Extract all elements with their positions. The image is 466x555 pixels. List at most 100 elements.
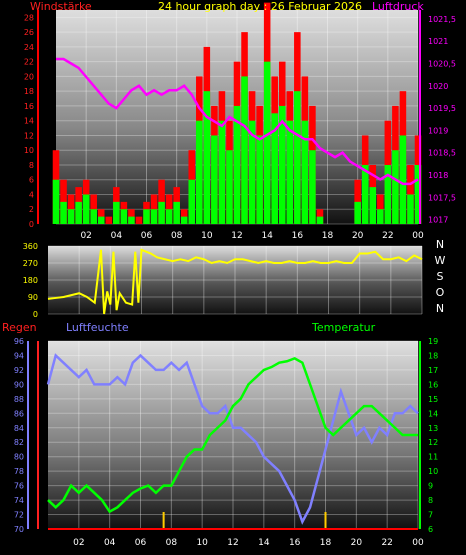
temperature-tick-label: 19 <box>428 337 438 346</box>
wind-tick-label: 22 <box>24 58 34 67</box>
left-axis-label: Windstärke <box>30 0 92 13</box>
humidity-tick-label: 82 <box>14 438 24 447</box>
pressure-tick-label: 1019,5 <box>428 104 456 113</box>
humidity-temperature-panel: 02 04 06 08 10 12 14 16 18 20 22 007072747678808284… <box>2 321 438 548</box>
humidity-tick-label: 96 <box>14 337 24 346</box>
wind-bar <box>188 179 196 224</box>
wind-bar <box>354 201 361 224</box>
panel-1-x-tick: 16 <box>292 231 304 241</box>
pressure-tick-label: 1020,5 <box>428 60 456 69</box>
direction-tick-label: 0 <box>33 310 38 319</box>
pressure-tick-label: 1021,5 <box>428 15 456 24</box>
panel-3-x-tick: 16 <box>289 538 301 548</box>
panel-3-x-tick: 22 <box>381 538 392 548</box>
compass-label: O <box>436 286 445 299</box>
wind-bar <box>90 209 97 224</box>
pressure-tick-label: 1019 <box>428 126 448 135</box>
temperature-tick-label: 8 <box>428 496 433 505</box>
pressure-tick-label: 1018 <box>428 171 448 180</box>
gust-bar <box>354 179 361 224</box>
panel-1-x-tick: 10 <box>201 231 213 241</box>
pressure-tick-label: 1018,5 <box>428 149 456 158</box>
wind-bar <box>271 113 278 224</box>
panel-2-grid <box>48 245 423 315</box>
wind-bar <box>301 120 309 224</box>
wind-tick-label: 16 <box>24 102 34 111</box>
humidity-tick-label: 94 <box>14 351 24 360</box>
wind-bar <box>173 201 180 224</box>
temperature-tick-label: 12 <box>428 438 438 447</box>
humidity-tick-label: 84 <box>14 424 24 433</box>
wind-bar <box>316 216 324 224</box>
humidity-tick-label: 92 <box>14 366 24 375</box>
wind-bar <box>294 91 301 224</box>
panel-1-x-tick: 20 <box>352 231 364 241</box>
wind-bar <box>67 209 75 224</box>
temperature-tick-label: 17 <box>428 366 438 375</box>
wind-bar <box>384 164 392 224</box>
wind-tick-label: 4 <box>29 190 34 199</box>
pressure-line <box>56 57 419 186</box>
wind-bar <box>52 179 60 224</box>
wind-bar <box>158 201 165 224</box>
temperature-tick-label: 11 <box>428 453 438 462</box>
wind-tick-label: 20 <box>24 72 34 81</box>
humidity-tick-label: 88 <box>14 395 24 404</box>
panel-3-axes: 02 04 06 08 10 12 14 16 18 20 22 007072747678808284… <box>14 337 438 548</box>
direction-tick-label: 360 <box>23 242 38 251</box>
right-axis-label: Luftdruck <box>372 0 424 13</box>
panel-1-x-tick: 02 <box>80 231 91 241</box>
wind-bar <box>414 164 422 224</box>
pressure-tick-label: 1021 <box>428 37 448 46</box>
wind-bar <box>286 120 294 224</box>
wind-bar <box>407 194 414 224</box>
panel-1-axes: 02 04 06 08 10 12 14 16 18 20 22 000246810121416182… <box>24 10 456 241</box>
humidity-tick-label: 76 <box>14 482 24 491</box>
wind-direction-line <box>47 248 423 315</box>
temperature-tick-label: 14 <box>428 409 438 418</box>
panel-3-x-tick: 04 <box>104 538 116 548</box>
temperature-line <box>47 356 418 514</box>
wind-bar <box>203 91 211 224</box>
humidity-tick-label: 74 <box>14 496 24 505</box>
temperature-tick-label: 13 <box>428 424 438 433</box>
wind-bar <box>113 201 120 224</box>
wind-bar <box>399 135 407 224</box>
wind-bar <box>248 120 256 224</box>
temperature-tick-label: 18 <box>428 351 438 360</box>
wind-bar <box>82 194 90 224</box>
panel-1-x-tick: 04 <box>111 231 123 241</box>
wind-bar <box>165 209 173 224</box>
humidity-label: Luftfeuchte <box>66 321 129 334</box>
wind-tick-label: 12 <box>24 131 34 140</box>
panel-3-x-tick: 02 <box>73 538 84 548</box>
temperature-label: Temperatur <box>311 321 376 334</box>
gust-bar <box>158 179 165 224</box>
direction-tick-label: 90 <box>28 293 38 302</box>
humidity-tick-label: 72 <box>14 511 24 520</box>
compass-label: N <box>436 302 444 315</box>
temperature-tick-label: 15 <box>428 395 438 404</box>
panel-1-x-tick: 08 <box>171 231 183 241</box>
wind-bar <box>278 105 286 224</box>
wind-bar <box>60 201 67 224</box>
gust-bar <box>135 216 143 224</box>
direction-tick-label: 270 <box>23 259 38 268</box>
wind-tick-label: 8 <box>29 161 34 170</box>
event-markers <box>162 512 327 528</box>
wind-bar <box>361 164 369 224</box>
wind-tick-label: 10 <box>24 146 34 155</box>
wind-bars <box>52 2 422 225</box>
pressure-tick-label: 1017 <box>428 216 448 225</box>
pressure-tick-label: 1017,5 <box>428 193 456 202</box>
panel-1-x-tick: 22 <box>382 231 393 241</box>
panel-3-x-tick: 08 <box>166 538 178 548</box>
rain-label: Regen <box>2 321 37 334</box>
wind-tick-label: 14 <box>24 117 34 126</box>
wind-bar <box>226 150 233 224</box>
wind-bar <box>150 209 158 224</box>
wind-bar <box>218 120 226 224</box>
wind-bar <box>211 135 218 224</box>
humidity-tick-label: 86 <box>14 409 24 418</box>
